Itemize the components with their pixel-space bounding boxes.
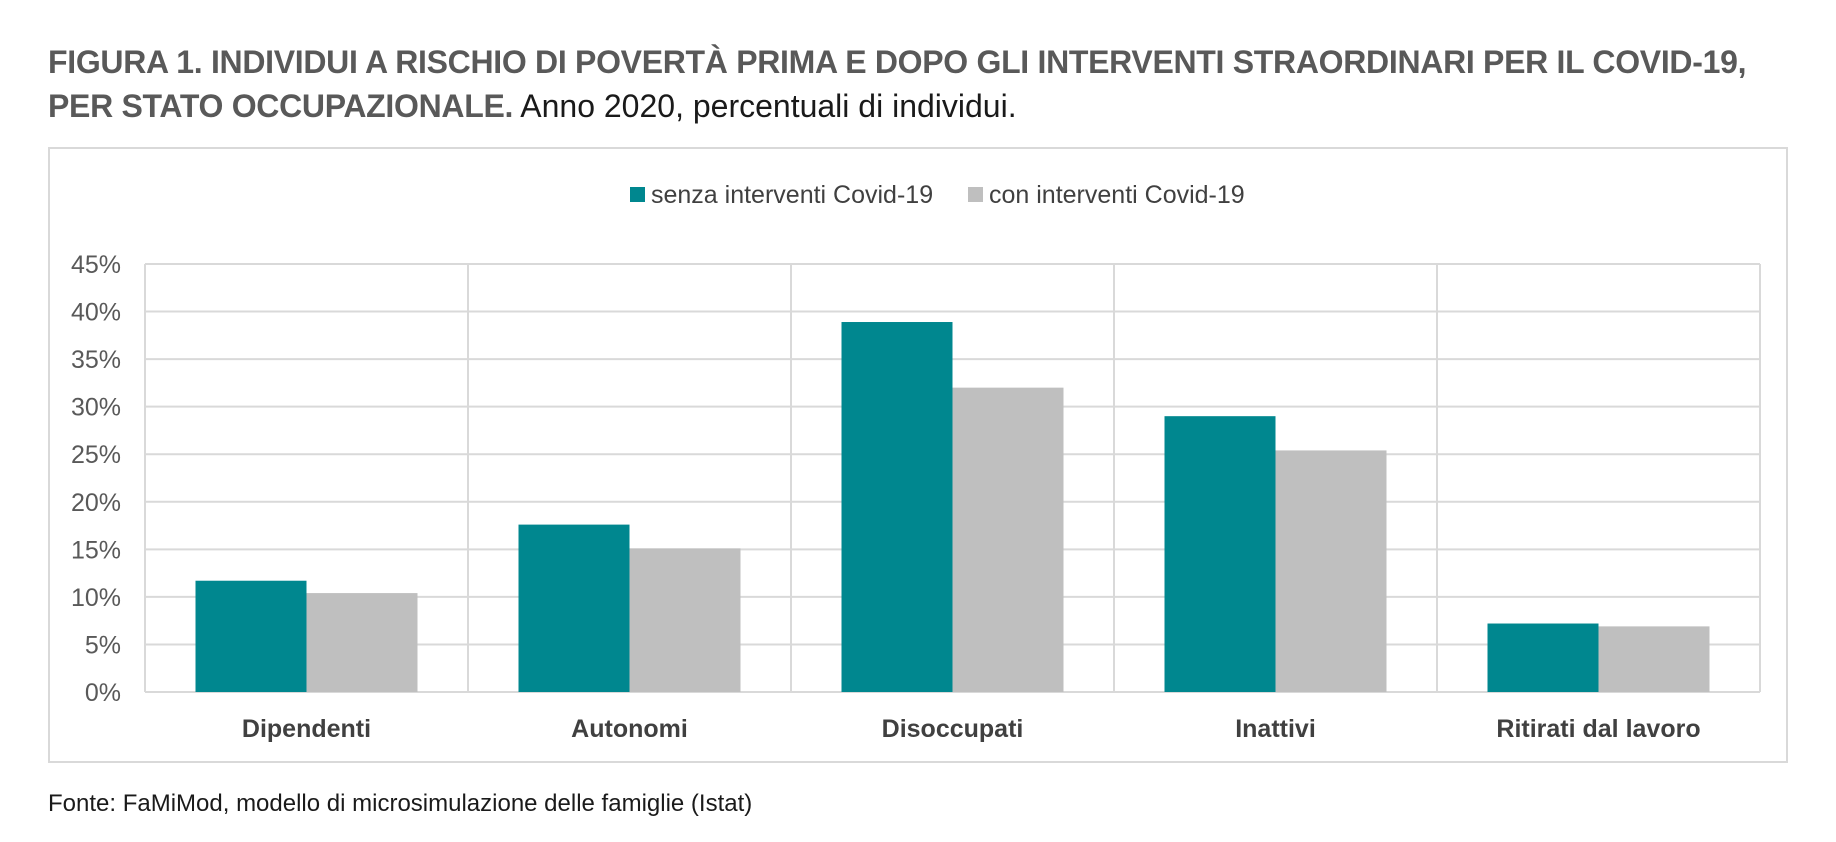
legend-swatch-1 [630,187,645,202]
y-tick-label: 0% [85,679,121,707]
legend-swatch-2 [968,187,983,202]
bar-senza-4 [1487,623,1599,692]
y-tick-label: 25% [71,441,121,469]
chart-title-subtitle: Anno 2020, percentuali di individui. [513,88,1017,124]
bar-senza-2 [841,322,953,692]
legend-label-2: con interventi Covid-19 [989,181,1245,209]
y-tick-label: 40% [71,299,121,327]
legend-label-1: senza interventi Covid-19 [651,181,933,209]
source-note: Fonte: FaMiMod, modello di microsimulazi… [48,790,753,817]
bar-senza-3 [1164,416,1276,692]
bar-con-2 [952,387,1064,692]
y-tick-label: 20% [71,489,121,517]
chart-title-bold: FIGURA 1. INDIVIDUI A RISCHIO DI POVERTÀ… [48,44,1747,124]
y-tick-label: 10% [71,584,121,612]
chart-title: FIGURA 1. INDIVIDUI A RISCHIO DI POVERTÀ… [48,40,1808,128]
y-tick-label: 5% [85,631,121,659]
x-category-label: Dipendenti [242,715,371,743]
y-tick-label: 15% [71,536,121,564]
x-category-label: Disoccupati [882,715,1024,743]
y-tick-label: 30% [71,394,121,422]
y-tick-label: 45% [71,251,121,279]
y-tick-label: 35% [71,346,121,374]
bar-con-4 [1598,626,1710,692]
x-category-label: Ritirati dal lavoro [1496,715,1700,743]
x-category-label: Autonomi [571,715,688,743]
bar-senza-1 [518,524,630,692]
x-category-label: Inattivi [1235,715,1316,743]
bar-senza-0 [195,580,307,692]
bar-con-3 [1275,450,1387,692]
bar-con-1 [629,548,741,692]
bar-con-0 [306,593,418,692]
